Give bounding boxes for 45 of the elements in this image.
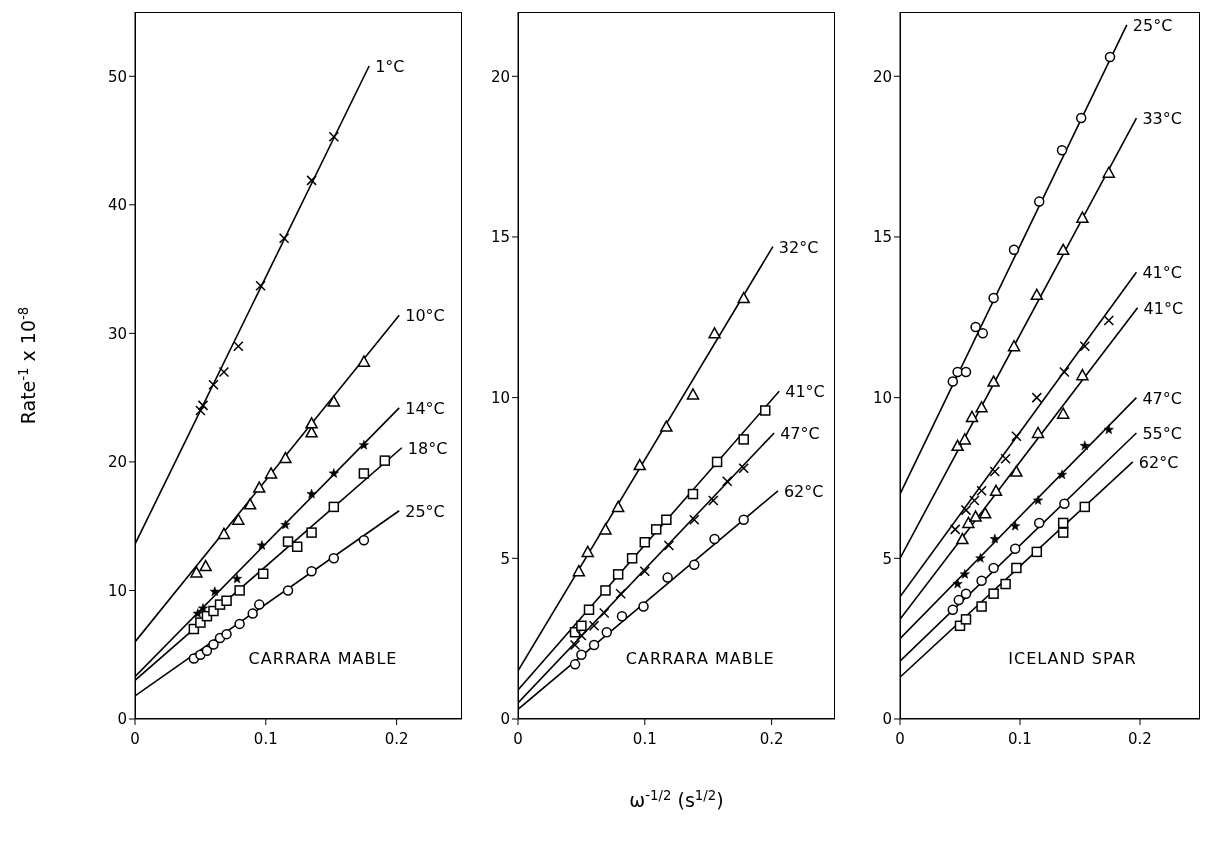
- y-tick-label: 20: [107, 453, 127, 472]
- x-tick-label: 0: [895, 729, 905, 748]
- y-tick-label: 40: [107, 196, 127, 215]
- x-tick-label: 0.1: [1008, 729, 1032, 748]
- x-tick-label: 0.1: [253, 729, 278, 748]
- y-tick-label: 5: [500, 549, 510, 568]
- series-label: 25°C: [1132, 15, 1173, 35]
- annotation: ICELAND SPAR: [1007, 649, 1138, 668]
- series-label: 10°C: [405, 306, 445, 326]
- series-label: 18°C: [407, 438, 448, 458]
- series-label: 55°C: [1142, 423, 1182, 443]
- x-tick-label: 0.2: [384, 729, 409, 748]
- y-tick-label: 50: [107, 67, 127, 86]
- series-label: 41°C: [785, 382, 825, 402]
- x-axis-title: ω$^{-1/2}$ (s$^{1/2}$): [629, 787, 724, 811]
- annotation: CARRARA MABLE: [247, 649, 399, 668]
- y-tick-label: 10: [490, 388, 510, 407]
- y-tick-label: 10: [107, 581, 127, 600]
- y-tick-label: 15: [872, 228, 892, 247]
- series-label: 41°C: [1142, 263, 1182, 283]
- series-label: 41°C: [1143, 298, 1184, 318]
- y-tick-label: 20: [490, 67, 510, 86]
- series-label: 62°C: [1138, 452, 1179, 472]
- series-label: 33°C: [1142, 109, 1182, 129]
- x-tick-label: 0: [513, 729, 523, 748]
- y-tick-label: 15: [490, 228, 510, 247]
- y-tick-label: 30: [107, 324, 127, 343]
- y-tick-label: 5: [882, 549, 892, 568]
- y-tick-label: 0: [117, 710, 127, 729]
- series-label: 62°C: [783, 481, 824, 501]
- series-label: 47°C: [1142, 388, 1182, 408]
- series-label: 25°C: [405, 501, 445, 521]
- x-tick-label: 0.2: [1128, 729, 1152, 748]
- y-tick-label: 10: [872, 388, 892, 407]
- x-tick-label: 0.1: [632, 729, 657, 748]
- x-tick-label: 0: [130, 729, 140, 748]
- annotation: CARRARA MABLE: [624, 649, 776, 668]
- y-tick-label: 0: [882, 710, 892, 729]
- y-tick-label: 0: [500, 710, 510, 729]
- series-label: 1°C: [375, 56, 405, 76]
- x-tick-label: 0.2: [759, 729, 784, 748]
- series-label: 32°C: [778, 237, 819, 257]
- series-label: 14°C: [405, 398, 445, 418]
- series-label: 47°C: [780, 423, 820, 443]
- y-tick-label: 20: [872, 67, 892, 86]
